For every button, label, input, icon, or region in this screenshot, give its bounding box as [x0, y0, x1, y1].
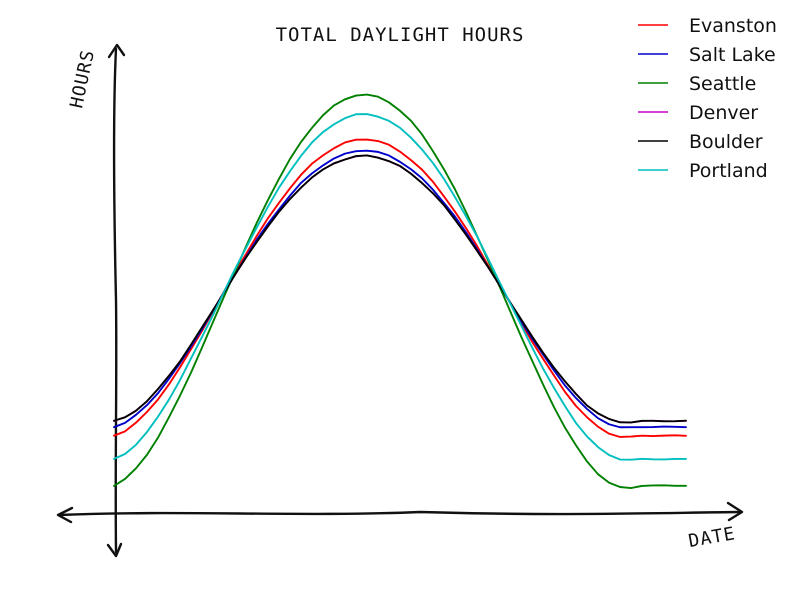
legend-item-portland: Portland: [638, 160, 768, 182]
x-axis-right-arrow: [726, 501, 744, 522]
x-axis: DATE: [56, 501, 744, 552]
series-line-denver: [113, 154, 687, 424]
series-layer: [113, 93, 687, 489]
legend-item-salt-lake: Salt Lake: [638, 44, 776, 66]
legend-label-evanston: Evanston: [689, 15, 777, 37]
legend-label-seattle: Seattle: [689, 73, 756, 95]
y-axis-line: [112, 47, 118, 554]
y-axis: HOURS: [66, 43, 126, 558]
legend-item-boulder: Boulder: [638, 131, 763, 153]
legend-item-denver: Denver: [638, 102, 758, 124]
legend-item-seattle: Seattle: [638, 73, 756, 95]
series-line-boulder: [113, 154, 687, 424]
x-axis-line: [57, 510, 743, 517]
legend-label-salt-lake: Salt Lake: [689, 44, 776, 66]
chart-title: TOTAL DAYLIGHT HOURS: [276, 24, 525, 46]
y-axis-down-arrow: [106, 542, 123, 558]
legend-item-evanston: Evanston: [638, 15, 777, 37]
legend-label-denver: Denver: [689, 102, 758, 124]
legend: Evanston Salt Lake Seattle Denver Boulder Por…: [638, 15, 777, 182]
y-axis-up-arrow: [107, 43, 126, 59]
series-line-evanston: [113, 138, 687, 438]
legend-label-boulder: Boulder: [689, 131, 763, 153]
y-axis-label: HOURS: [66, 48, 99, 110]
x-axis-left-arrow: [56, 506, 74, 524]
x-axis-label: DATE: [687, 523, 737, 552]
legend-label-portland: Portland: [689, 160, 768, 182]
series-line-seattle: [113, 93, 687, 489]
series-line-portland: [113, 113, 687, 461]
series-line-salt-lake: [113, 149, 687, 429]
